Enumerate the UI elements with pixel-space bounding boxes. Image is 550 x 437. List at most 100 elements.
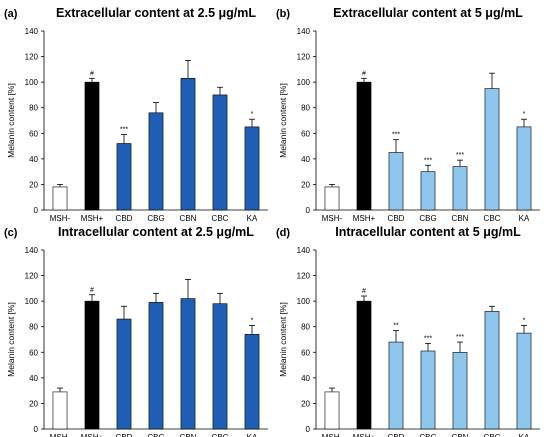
x-tick-label: KA [247, 433, 258, 437]
x-tick-label: CBD [116, 433, 133, 437]
x-tick-label: MSH+ [353, 214, 376, 223]
bar-cbd [116, 143, 132, 211]
y-tick-label: 20 [29, 399, 38, 408]
x-tick-label: MSH- [322, 214, 343, 223]
bar-ka [516, 126, 532, 211]
x-tick-label: CBC [484, 214, 501, 223]
x-tick-label: CBD [116, 214, 133, 223]
x-tick-label: KA [519, 433, 530, 437]
bar-cbc [484, 311, 500, 430]
chart-panel-2: (b) Extracellular content at 5 μg/mL Melan… [276, 6, 540, 223]
bar-msh [52, 186, 68, 211]
bar-ka [516, 332, 532, 430]
y-tick-label: 20 [29, 180, 38, 189]
chart-panel-1: (a) Extracellular content at 2.5 μg/mL Mel… [4, 6, 268, 223]
bar-msh [52, 391, 68, 430]
significance-marker: * [523, 317, 526, 324]
y-tick-label: 0 [34, 425, 39, 434]
bar-cbg [148, 302, 164, 430]
x-tick-label: MSH+ [81, 433, 104, 437]
bar-cbg [148, 112, 164, 211]
chart-panel-3: (c) Intracellular content at 2.5 μg/mL Mel… [4, 225, 268, 437]
significance-marker: *** [424, 335, 432, 342]
y-tick-label: 40 [301, 155, 310, 164]
y-axis-label: Melanin content [%] [6, 302, 16, 377]
x-tick-label: KA [519, 214, 530, 223]
significance-marker: *** [456, 334, 464, 341]
y-tick-label: 140 [297, 246, 311, 255]
bar-cbd [388, 341, 404, 430]
y-tick-label: 100 [297, 78, 311, 87]
x-tick-label: CBD [388, 433, 405, 437]
bar-cbn [180, 78, 196, 211]
x-tick-label: MSH- [50, 433, 71, 437]
bar-cbn [452, 166, 468, 211]
y-tick-label: 60 [29, 348, 38, 357]
bar-msh [324, 391, 340, 430]
bar-cbn [180, 298, 196, 430]
y-axis-label: Melanin content [%] [6, 83, 16, 158]
bar-cbn [452, 351, 468, 430]
x-tick-label: CBC [212, 433, 229, 437]
y-tick-label: 40 [301, 374, 310, 383]
significance-marker: * [523, 111, 526, 118]
x-tick-label: CBG [419, 433, 436, 437]
significance-marker: * [251, 111, 254, 118]
y-tick-label: 120 [25, 53, 39, 62]
panel-label: (c) [4, 227, 18, 239]
significance-marker: *** [456, 152, 464, 159]
significance-marker: # [362, 288, 366, 295]
significance-marker: # [362, 70, 366, 77]
y-tick-label: 60 [301, 348, 310, 357]
y-tick-label: 60 [301, 129, 310, 138]
significance-marker: ** [393, 323, 399, 330]
y-tick-label: 0 [306, 425, 311, 434]
bar-cbd [116, 318, 132, 430]
panel-label: (b) [276, 8, 290, 20]
chart-panel-4: (d) Intracellular content at 5 μg/mL Melan… [276, 225, 540, 437]
panel-label: (a) [4, 8, 18, 20]
y-tick-label: 80 [29, 323, 38, 332]
chart-title: Extracellular content at 2.5 μg/mL [56, 6, 256, 20]
bar-msh [84, 81, 100, 211]
x-tick-label: CBC [484, 433, 501, 437]
chart-title: Intracellular content at 2.5 μg/mL [58, 225, 254, 239]
bar-msh [356, 81, 372, 211]
bar-cbd [388, 152, 404, 211]
y-tick-label: 0 [34, 206, 39, 215]
bar-cbg [420, 350, 436, 430]
y-tick-label: 80 [301, 323, 310, 332]
significance-marker: *** [424, 157, 432, 164]
chart-title: Intracellular content at 5 μg/mL [335, 225, 521, 239]
x-tick-label: CBN [180, 433, 197, 437]
x-tick-label: CBG [419, 214, 436, 223]
bar-cbc [212, 94, 228, 211]
x-tick-label: MSH+ [353, 433, 376, 437]
bar-cbc [212, 303, 228, 430]
x-tick-label: CBC [212, 214, 229, 223]
y-tick-label: 0 [306, 206, 311, 215]
x-tick-label: CBG [147, 433, 164, 437]
significance-marker: *** [120, 127, 128, 134]
panel-label: (d) [276, 227, 290, 239]
y-tick-label: 60 [29, 129, 38, 138]
x-tick-label: CBG [147, 214, 164, 223]
x-tick-label: MSH- [322, 433, 343, 437]
y-tick-label: 140 [25, 246, 39, 255]
x-tick-label: CBN [452, 214, 469, 223]
y-tick-label: 100 [25, 297, 39, 306]
y-tick-label: 140 [25, 27, 39, 36]
y-axis-label: Melanin content [%] [278, 302, 288, 377]
x-tick-label: CBN [180, 214, 197, 223]
y-tick-label: 120 [297, 53, 311, 62]
x-tick-label: MSH- [50, 214, 71, 223]
x-tick-label: CBD [388, 214, 405, 223]
bar-ka [244, 126, 260, 211]
y-tick-label: 80 [29, 104, 38, 113]
y-tick-label: 20 [301, 180, 310, 189]
y-tick-label: 120 [297, 272, 311, 281]
y-tick-label: 80 [301, 104, 310, 113]
y-tick-label: 100 [297, 297, 311, 306]
bar-ka [244, 334, 260, 430]
y-tick-label: 20 [301, 399, 310, 408]
